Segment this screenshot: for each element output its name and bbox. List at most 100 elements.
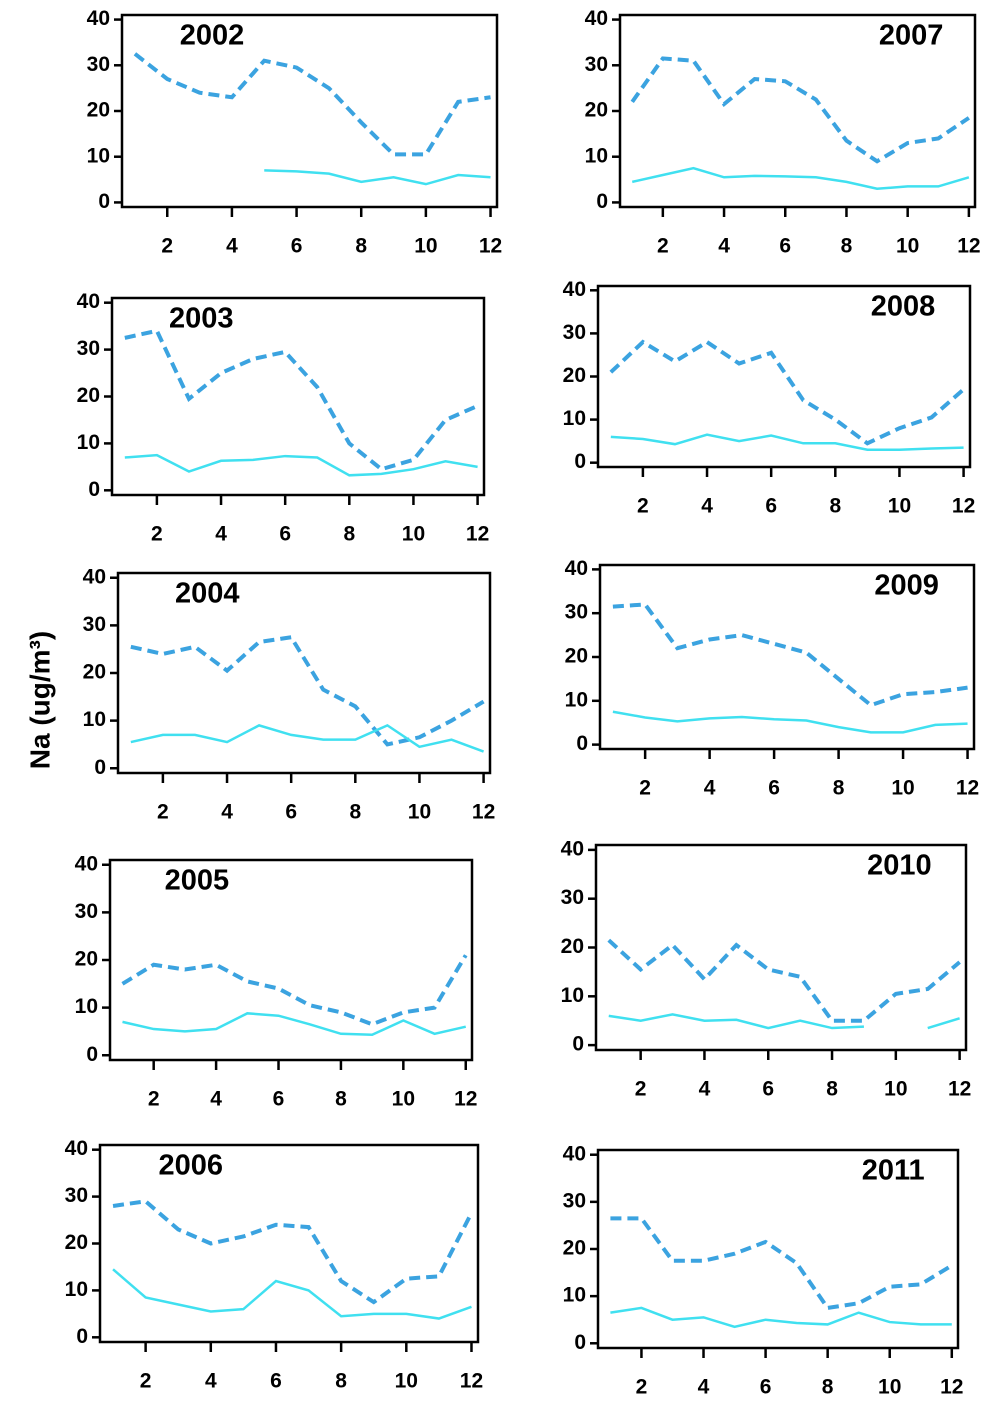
y-tick-label: 0 (596, 190, 608, 213)
x-tick-label: 12 (956, 777, 979, 800)
x-tick-label: 12 (479, 235, 502, 258)
y-tick-label: 0 (86, 1043, 98, 1066)
series-line (608, 1013, 960, 1030)
x-tick-label: 6 (765, 495, 777, 518)
y-tick-label: 0 (574, 1331, 586, 1354)
x-tick-label: 4 (698, 1376, 710, 1399)
panel-title: 2010 (867, 850, 932, 882)
y-tick-label: 20 (75, 948, 98, 971)
x-tick-label: 8 (829, 495, 841, 518)
series-line (264, 169, 491, 186)
y-tick-label: 20 (585, 99, 608, 122)
x-tick-label: 10 (884, 1078, 907, 1101)
series-line (130, 635, 485, 747)
y-tick-label: 30 (585, 53, 608, 76)
x-tick-label: 12 (472, 801, 495, 824)
y-tick-label: 40 (75, 852, 98, 875)
x-tick-label: 12 (466, 523, 489, 546)
x-tick-label: 6 (270, 1370, 282, 1393)
x-tick-label: 2 (157, 801, 169, 824)
y-tick-label: 10 (87, 144, 110, 167)
x-tick-label: 2 (148, 1088, 160, 1111)
series-line (612, 602, 968, 708)
x-tick-label: 8 (826, 1078, 838, 1101)
y-tick-label: 30 (83, 613, 106, 636)
x-tick-label: 6 (279, 523, 291, 546)
x-tick-label: 8 (335, 1370, 347, 1393)
x-tick-label: 4 (226, 235, 238, 258)
x-tick-label: 6 (291, 235, 303, 258)
x-tick-label: 6 (779, 235, 791, 258)
x-tick-label: 10 (414, 235, 437, 258)
x-tick-label: 4 (701, 495, 713, 518)
y-tick-label: 10 (65, 1278, 88, 1301)
panel-title: 2011 (862, 1155, 925, 1187)
y-tick-label: 30 (565, 601, 588, 624)
x-tick-label: 10 (392, 1088, 415, 1111)
series-line (112, 1268, 472, 1320)
y-tick-label: 0 (576, 732, 588, 755)
panel-title: 2009 (874, 570, 939, 602)
y-tick-label: 40 (563, 278, 586, 301)
series-line (121, 954, 468, 1027)
y-tick-label: 10 (563, 1284, 586, 1307)
y-tick-label: 10 (83, 708, 106, 731)
y-tick-label: 10 (77, 431, 100, 454)
x-tick-label: 10 (395, 1370, 418, 1393)
y-tick-label: 0 (94, 756, 106, 779)
x-tick-label: 10 (408, 801, 431, 824)
y-tick-label: 40 (585, 7, 608, 30)
x-tick-label: 10 (896, 235, 919, 258)
panel-title: 2002 (180, 20, 245, 52)
series-line (610, 433, 964, 452)
y-tick-label: 30 (563, 321, 586, 344)
y-tick-label: 30 (75, 900, 98, 923)
y-tick-label: 20 (65, 1231, 88, 1254)
y-tick-label: 40 (87, 7, 110, 30)
y-tick-label: 0 (574, 450, 586, 473)
y-tick-label: 0 (98, 190, 110, 213)
series-line (112, 1199, 474, 1305)
y-tick-label: 40 (563, 1142, 586, 1165)
y-tick-label: 40 (565, 557, 588, 580)
y-tick-label: 30 (77, 337, 100, 360)
panel-title: 2008 (871, 291, 936, 323)
y-tick-label: 40 (65, 1137, 88, 1160)
x-tick-label: 12 (454, 1088, 477, 1111)
y-tick-label: 30 (65, 1184, 88, 1207)
y-tick-label: 30 (561, 886, 584, 909)
x-tick-label: 6 (768, 777, 780, 800)
series-line (124, 328, 479, 472)
y-tick-label: 20 (77, 384, 100, 407)
x-tick-label: 6 (760, 1376, 772, 1399)
y-tick-label: 30 (563, 1189, 586, 1212)
x-tick-label: 10 (891, 777, 914, 800)
x-tick-label: 10 (888, 495, 911, 518)
x-tick-label: 12 (948, 1078, 971, 1101)
y-tick-label: 0 (88, 478, 100, 501)
y-tick-label: 0 (572, 1033, 584, 1056)
x-tick-label: 8 (343, 523, 355, 546)
series-line (607, 938, 961, 1023)
series-line (124, 453, 478, 477)
panel-title: 2005 (165, 865, 230, 897)
plot-frame (120, 13, 499, 209)
x-tick-label: 2 (635, 1078, 647, 1101)
x-tick-label: 12 (952, 495, 975, 518)
series-line (610, 1216, 953, 1311)
x-tick-label: 6 (273, 1088, 285, 1111)
y-tick-label: 20 (565, 645, 588, 668)
y-tick-label: 10 (585, 144, 608, 167)
panel-title: 2007 (879, 20, 944, 52)
series-line (130, 723, 485, 753)
y-axis-label: Na (ug/m³) (24, 631, 55, 769)
x-tick-label: 10 (402, 523, 425, 546)
x-tick-label: 2 (161, 235, 173, 258)
x-tick-label: 2 (637, 495, 649, 518)
x-tick-label: 2 (657, 235, 669, 258)
y-tick-label: 40 (77, 290, 100, 313)
x-tick-label: 4 (704, 777, 716, 800)
x-tick-label: 8 (335, 1088, 347, 1111)
